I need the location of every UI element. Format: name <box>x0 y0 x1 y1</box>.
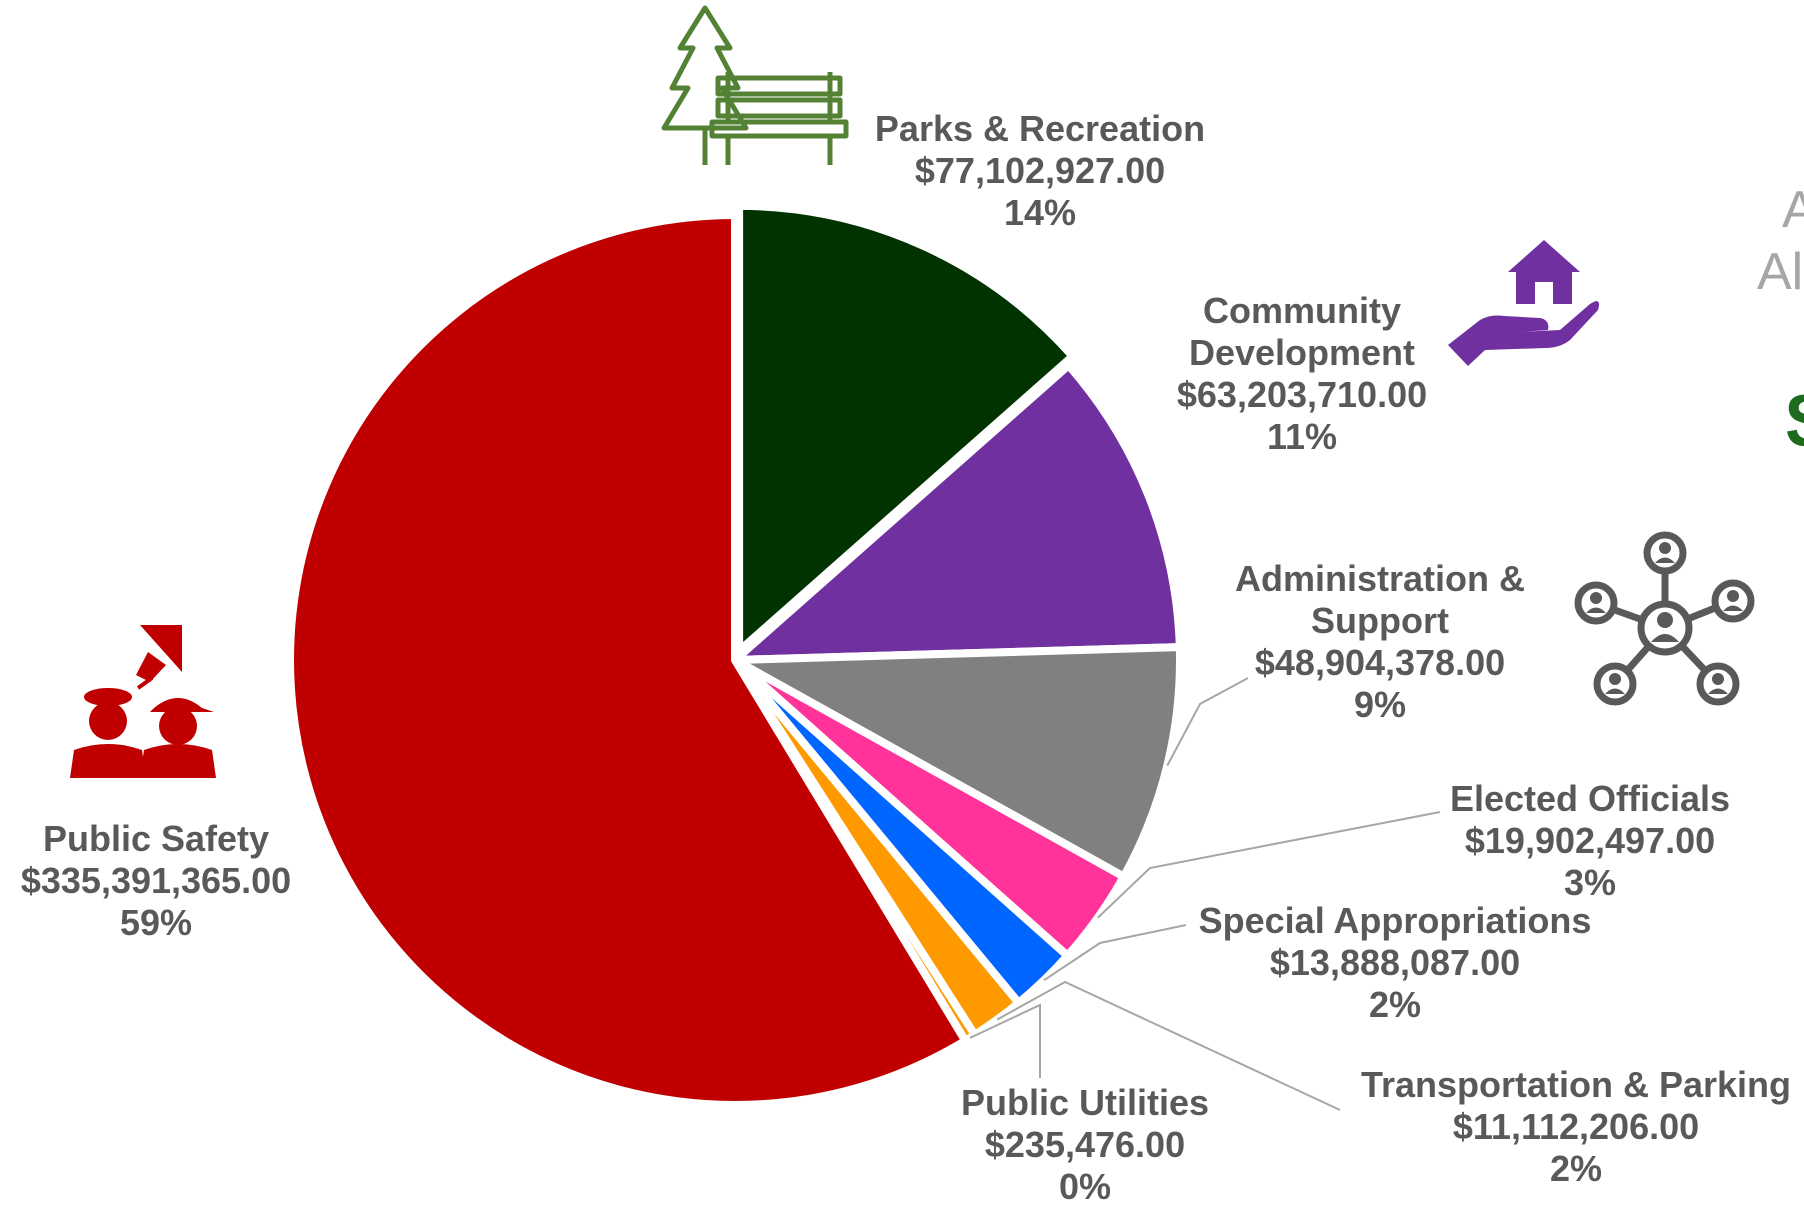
leader-line-public-utilities <box>969 1003 1041 1078</box>
house-in-hand-icon <box>1448 240 1599 366</box>
label-transportation-parking-percent: 2% <box>1549 1148 1603 1189</box>
label-public-utilities-amount: $235,476.00 <box>984 1124 1186 1165</box>
label-community-development-percent: 11% <box>1266 416 1338 457</box>
label-public-safety-name: Public Safety <box>42 818 270 859</box>
label-elected-officials-amount: $19,902,497.00 <box>1464 820 1716 861</box>
label-public-utilities-percent: 0% <box>1058 1166 1112 1207</box>
police-firefighter-icon <box>70 625 216 778</box>
label-public-safety: Public Safety $335,391,365.00 59% <box>0 818 312 944</box>
label-parks-recreation-percent: 14% <box>1003 192 1077 233</box>
label-parks-recreation: Parks & Recreation $77,102,927.00 14% <box>860 108 1220 234</box>
label-elected-officials-name: Elected Officials <box>1449 778 1731 819</box>
pie-slices <box>286 201 1184 1109</box>
label-administration-support: Administration & Support $48,904,378.00 … <box>1230 558 1530 726</box>
label-community-development-name: Community Development <box>1188 290 1416 373</box>
side-text-line1: A <box>1782 181 1804 239</box>
label-transportation-parking-name: Transportation & Parking <box>1360 1064 1792 1105</box>
label-special-appropriations-amount: $13,888,087.00 <box>1269 942 1521 983</box>
leader-line-administration-support <box>1166 677 1249 767</box>
label-special-appropriations-percent: 2% <box>1368 984 1422 1025</box>
label-community-development-amount: $63,203,710.00 <box>1176 374 1428 415</box>
pie-slice-parks-recreation <box>735 201 1077 655</box>
label-elected-officials-percent: 3% <box>1563 862 1617 903</box>
tree-bench-icon <box>661 5 849 165</box>
label-public-safety-amount: $335,391,365.00 <box>20 860 292 901</box>
leader-line-special-appropriations <box>1043 924 1187 982</box>
label-public-utilities-name: Public Utilities <box>960 1082 1210 1123</box>
label-public-utilities: Public Utilities $235,476.00 0% <box>935 1082 1235 1208</box>
label-transportation-parking: Transportation & Parking $11,112,206.00 … <box>1348 1064 1804 1190</box>
label-parks-recreation-amount: $77,102,927.00 <box>914 150 1166 191</box>
label-administration-support-percent: 9% <box>1353 684 1407 725</box>
people-network-heads <box>1586 542 1743 694</box>
pie-slice-public-safety <box>286 211 970 1109</box>
pie-slice-community-development <box>731 361 1184 664</box>
label-administration-support-amount: $48,904,378.00 <box>1254 642 1506 683</box>
label-elected-officials: Elected Officials $19,902,497.00 3% <box>1440 778 1740 904</box>
pie-slice-administration-support <box>731 643 1184 881</box>
side-text-line3: $ <box>1786 375 1804 466</box>
label-special-appropriations: Special Appropriations $13,888,087.00 2% <box>1185 900 1605 1026</box>
side-text-line2: Al <box>1757 243 1804 301</box>
leader-line-transportation-parking <box>996 980 1341 1111</box>
leader-line-elected-officials <box>1097 811 1441 919</box>
label-public-safety-percent: 59% <box>119 902 193 943</box>
label-special-appropriations-name: Special Appropriations <box>1198 900 1592 941</box>
label-transportation-parking-amount: $11,112,206.00 <box>1452 1106 1700 1147</box>
label-parks-recreation-name: Parks & Recreation <box>874 108 1206 149</box>
leader-lines <box>969 677 1441 1111</box>
label-administration-support-name: Administration & Support <box>1234 558 1525 641</box>
label-community-development: Community Development $63,203,710.00 11% <box>1162 290 1442 458</box>
